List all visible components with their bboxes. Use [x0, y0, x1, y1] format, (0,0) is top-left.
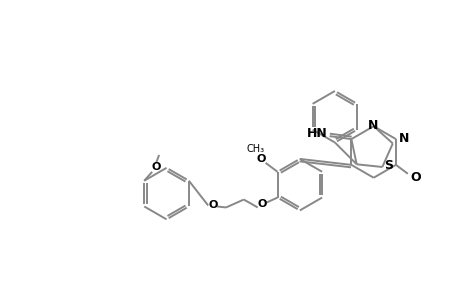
Text: O: O [409, 171, 420, 184]
Text: O: O [257, 154, 266, 164]
Text: O: O [208, 200, 218, 211]
Text: O: O [151, 162, 161, 172]
Text: S: S [383, 158, 392, 172]
Text: N: N [398, 132, 408, 145]
Text: CH₃: CH₃ [246, 144, 264, 154]
Text: HN: HN [307, 127, 327, 140]
Text: N: N [367, 119, 377, 132]
Text: O: O [257, 200, 267, 209]
